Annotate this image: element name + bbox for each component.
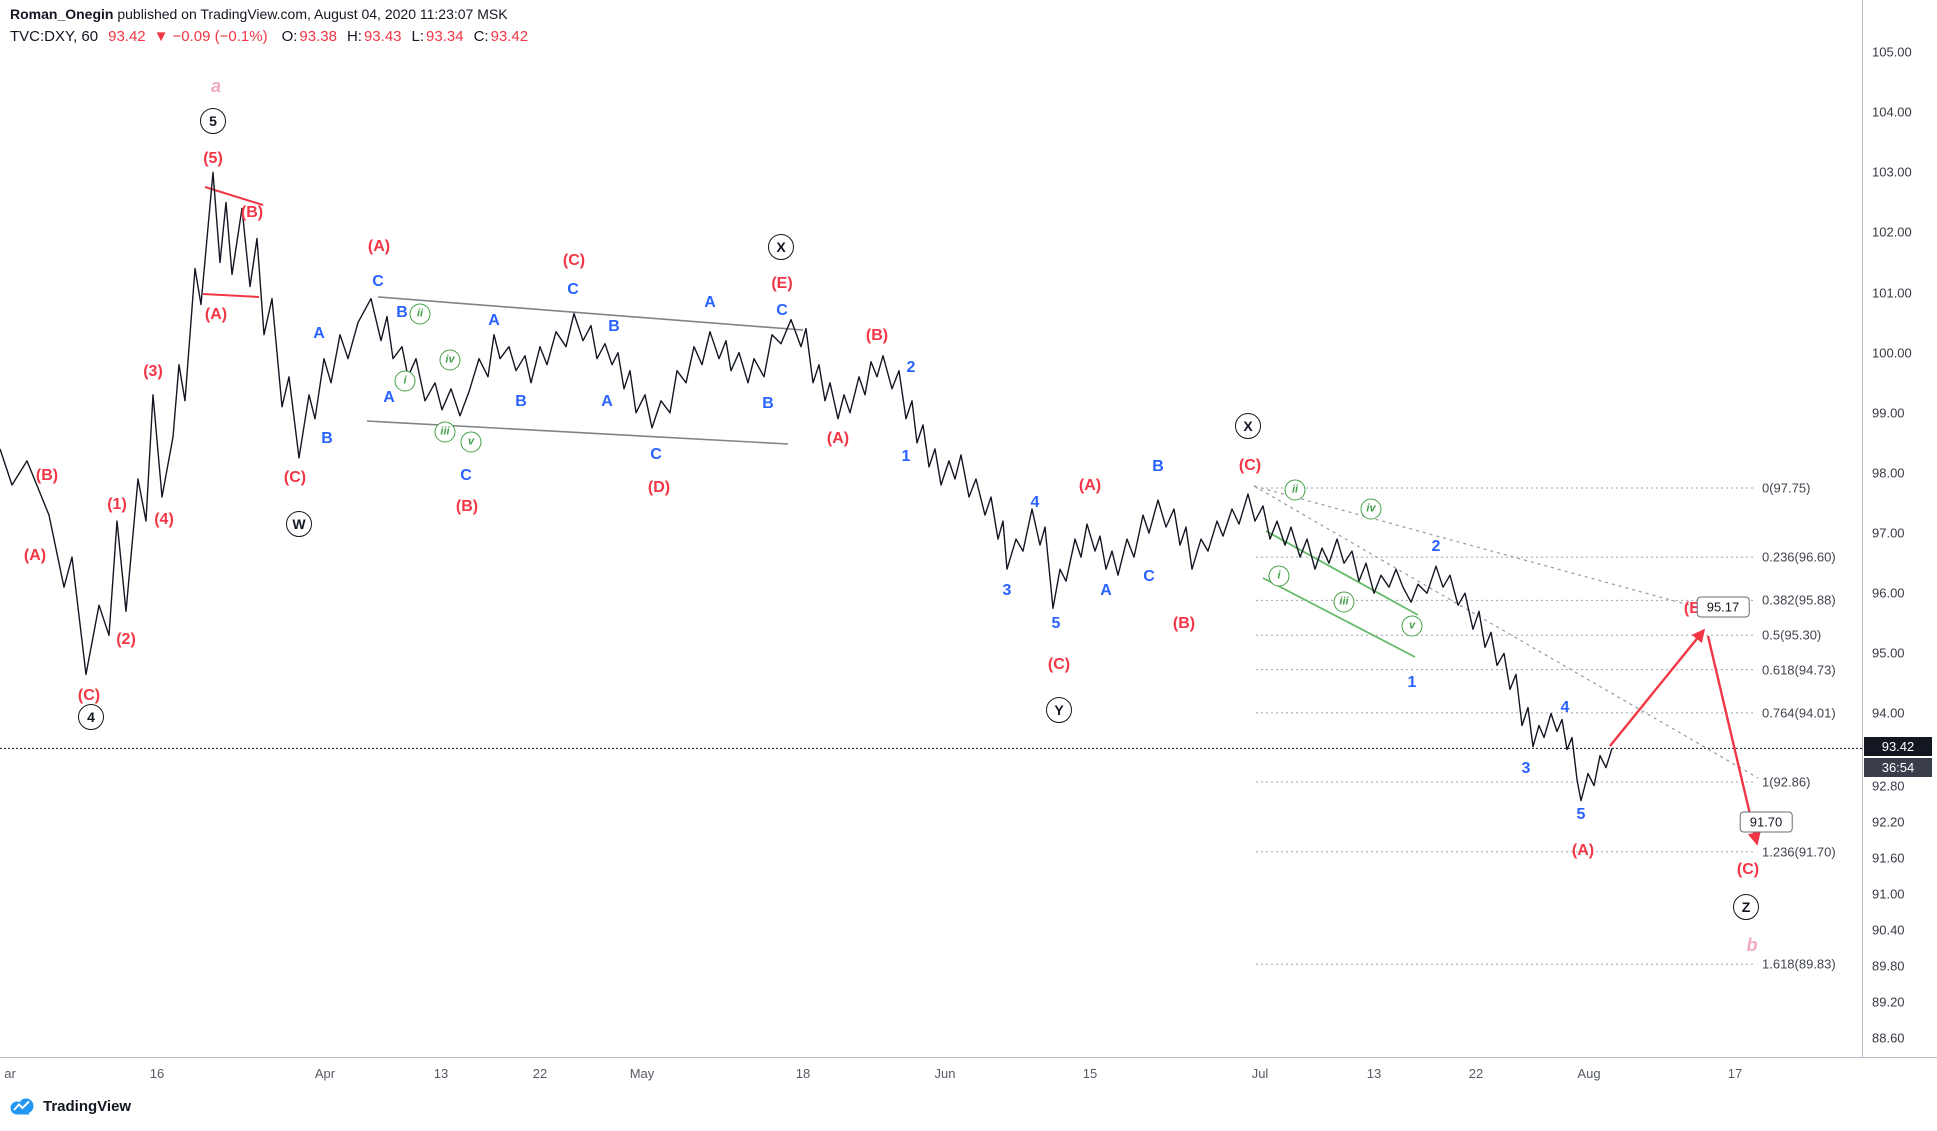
last-price-tag: 93.42 <box>1864 737 1932 757</box>
price-tick: 99.00 <box>1872 405 1905 421</box>
time-tick: Jun <box>934 1066 956 1081</box>
symbol-part: ▼ <box>153 28 169 45</box>
price-series <box>0 171 1613 802</box>
price-tick: 96.00 <box>1872 585 1905 601</box>
price-tick: 89.20 <box>1872 994 1905 1010</box>
symbol-part: O: <box>281 28 298 45</box>
price-tick: 92.80 <box>1872 778 1905 794</box>
time-tick: 15 <box>1082 1066 1098 1081</box>
green-channel-lower <box>1262 577 1416 658</box>
time-tick: Apr <box>314 1066 336 1081</box>
price-tick: 95.00 <box>1872 645 1905 661</box>
price-tick: 101.00 <box>1872 285 1912 301</box>
price-tick: 98.00 <box>1872 465 1905 481</box>
time-tick: 22 <box>1468 1066 1484 1081</box>
price-tick: 103.00 <box>1872 164 1912 180</box>
publisher-line: Roman_Onegin published on TradingView.co… <box>10 6 508 22</box>
time-tick: 13 <box>433 1066 449 1081</box>
price-tick: 91.60 <box>1872 850 1905 866</box>
symbol-part: TVC:DXY, 60 <box>10 28 99 45</box>
price-tick: 105.00 <box>1872 44 1912 60</box>
symbol-part: 93.42 <box>490 28 529 45</box>
symbol-part: −0.09 (−0.1%) <box>172 28 268 45</box>
price-tick: 91.00 <box>1872 886 1905 902</box>
price-tick: 102.00 <box>1872 224 1912 240</box>
triangle-lower-line <box>366 420 789 445</box>
time-tick: 13 <box>1366 1066 1382 1081</box>
tradingview-wordmark: TradingView <box>43 1098 132 1115</box>
green-channel-upper <box>1265 530 1419 616</box>
dotted-guide-1 <box>1253 485 1701 609</box>
symbol-part: 93.34 <box>426 28 464 45</box>
projection-arrow <box>1706 635 1761 846</box>
symbol-part: H: <box>346 28 362 45</box>
bar-countdown: 36:54 <box>1864 758 1932 778</box>
time-tick: 16 <box>149 1066 165 1081</box>
tradingview-attribution[interactable]: TradingView <box>10 1098 131 1115</box>
price-tick: 104.00 <box>1872 104 1912 120</box>
red-mini-line-2 <box>202 293 260 298</box>
price-tick: 94.00 <box>1872 705 1905 721</box>
time-tick: 18 <box>795 1066 811 1081</box>
time-tick: Jul <box>1251 1066 1269 1081</box>
time-tick: 17 <box>1727 1066 1743 1081</box>
time-tick: 22 <box>532 1066 548 1081</box>
symbol-info-line: TVC:DXY, 60 93.42 ▼ −0.09 (−0.1%) O: 93.38 H: 9… <box>10 28 528 45</box>
price-tick: 90.40 <box>1872 922 1905 938</box>
price-tick: 89.80 <box>1872 958 1905 974</box>
symbol-part: L: <box>411 28 425 45</box>
price-tick: 92.20 <box>1872 814 1905 830</box>
time-axis[interactable]: ar 16 Apr 13 22 May 18 Jun 15 Jul 13 22 Aug 17 <box>0 1057 1937 1095</box>
projection-arrow <box>1609 628 1706 747</box>
publisher-rest: published on TradingView.com, August 04,… <box>113 6 508 22</box>
price-tick: 88.60 <box>1872 1030 1905 1046</box>
time-tick: Aug <box>1577 1066 1601 1081</box>
symbol-part: C: <box>473 28 489 45</box>
price-tick: 100.00 <box>1872 345 1912 361</box>
publisher-name: Roman_Onegin <box>10 6 114 22</box>
time-tick: May <box>629 1066 655 1081</box>
triangle-upper-line <box>377 296 804 331</box>
symbol-part: 93.42 <box>108 28 146 45</box>
time-tick: ar <box>4 1066 16 1081</box>
dotted-guide-2 <box>1253 485 1759 779</box>
price-tick: 97.00 <box>1872 525 1905 541</box>
symbol-part: 93.38 <box>299 28 337 45</box>
tradingview-logo-icon <box>10 1098 34 1115</box>
price-axis[interactable]: 93.42 36:54 105.00 104.00 103.00 102.00 101.… <box>1862 0 1937 1057</box>
symbol-part: 93.43 <box>363 28 402 45</box>
